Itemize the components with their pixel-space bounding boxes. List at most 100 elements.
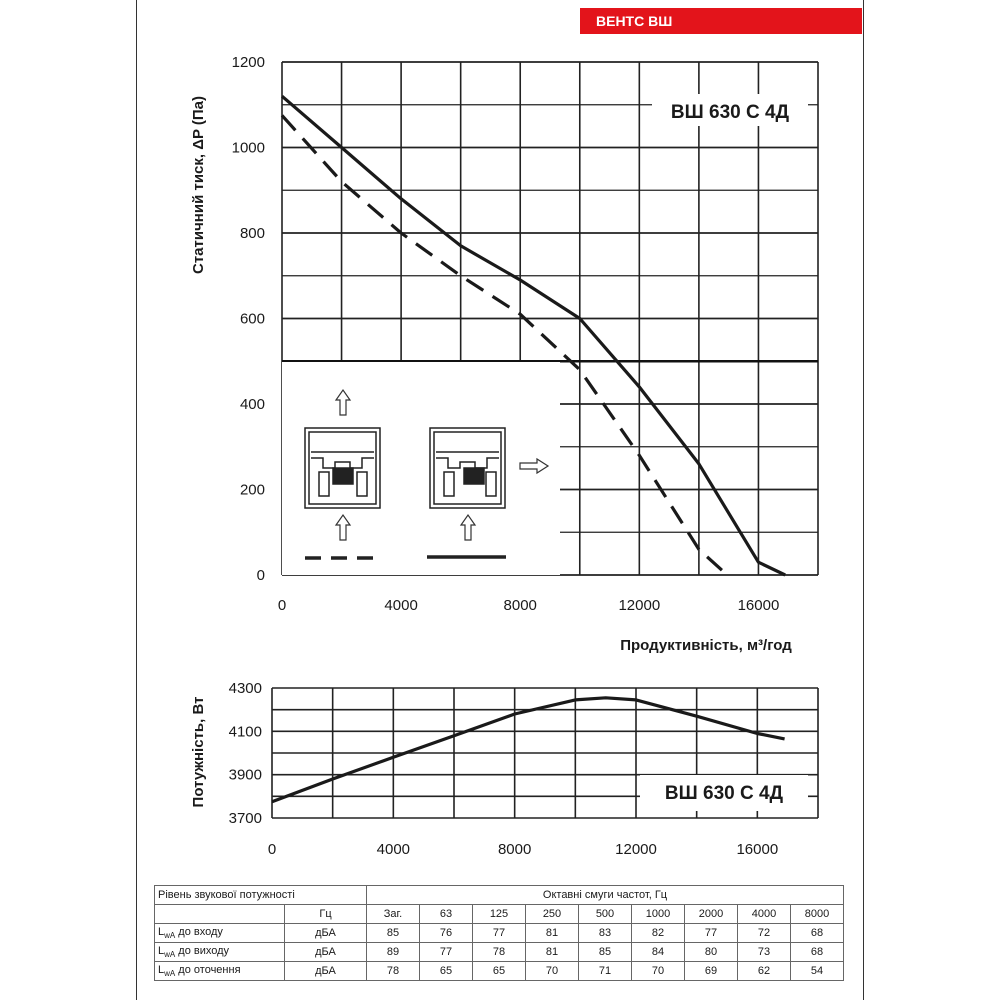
y-tick-label: 0 xyxy=(257,567,265,584)
x-tick-label: 12000 xyxy=(615,841,657,858)
x-tick-label: 4000 xyxy=(384,597,417,614)
table-row: LwA до виходу дБА 89 77 78 81 85 84 80 73 68 xyxy=(154,942,844,962)
table-cell: 54 xyxy=(790,961,844,981)
x-tick-label: 16000 xyxy=(738,597,780,614)
hz-label: Гц xyxy=(284,904,367,924)
pressure-chart: 0 4000 8000 12000 16000 0 200 400 600 800 1000 1200… xyxy=(190,54,819,654)
table-cell: 89 xyxy=(366,942,420,962)
row-label-text: до оточення xyxy=(175,963,241,976)
table-cell: 70 xyxy=(525,961,579,981)
series-line-solid xyxy=(280,94,786,577)
row-label-subscript: wA xyxy=(164,931,176,941)
fan-section-inline-icon xyxy=(304,427,381,509)
table-cell: 72 xyxy=(737,923,791,943)
table-cell: 85 xyxy=(578,942,632,962)
table-bands-row: Гц Заг. 63 125 250 500 1000 2000 4000 8000 xyxy=(154,904,844,924)
table-cell: 84 xyxy=(631,942,685,962)
y-tick-label: 600 xyxy=(240,311,265,328)
row-label-subscript: wA xyxy=(164,950,176,960)
table-cell: 85 xyxy=(366,923,420,943)
table-cell: 81 xyxy=(525,942,579,962)
brand-banner: ВЕНТС ВШ xyxy=(580,8,862,34)
y-tick-label: 200 xyxy=(240,482,265,499)
arrow-up-icon xyxy=(334,513,352,541)
power-model-label: ВШ 630 С 4Д xyxy=(665,783,784,804)
fan-section-side-outlet-icon xyxy=(429,427,506,509)
y-tick-label: 800 xyxy=(240,225,265,242)
band-header: 8000 xyxy=(790,904,844,924)
x-tick-label: 8000 xyxy=(504,597,537,614)
x-tick-label: 4000 xyxy=(377,841,410,858)
table-title: Рівень звукової потужності xyxy=(154,885,367,905)
table-cell: 80 xyxy=(684,942,738,962)
table-cell: 62 xyxy=(737,961,791,981)
power-chart: 0 4000 8000 12000 16000 3700 3900 4100 4300 ВШ 6… xyxy=(190,680,819,858)
power-grid xyxy=(271,687,819,819)
power-y-axis-label: Потужність, Вт xyxy=(190,697,207,808)
table-empty-cell xyxy=(154,904,285,924)
table-cell: 77 xyxy=(419,942,473,962)
y-tick-label: 3900 xyxy=(229,767,262,784)
x-tick-label: 12000 xyxy=(618,597,660,614)
arrow-up-icon xyxy=(459,513,477,541)
row-label: LwA до входу xyxy=(154,923,285,943)
table-cell: 71 xyxy=(578,961,632,981)
table-cell: 68 xyxy=(790,942,844,962)
band-header: 2000 xyxy=(684,904,738,924)
row-unit: дБА xyxy=(284,961,367,981)
table-cell: 81 xyxy=(525,923,579,943)
table-cell: 73 xyxy=(737,942,791,962)
arrow-right-icon xyxy=(519,457,550,475)
y-tick-label: 4300 xyxy=(229,680,262,697)
table-cell: 65 xyxy=(472,961,526,981)
row-label-text: до входу xyxy=(175,925,223,938)
model-label-box xyxy=(652,94,808,126)
table-cell: 83 xyxy=(578,923,632,943)
row-label: LwA до виходу xyxy=(154,942,285,962)
y-tick-label: 400 xyxy=(240,396,265,413)
row-label-text: до виходу xyxy=(175,944,230,957)
row-label: LwA до оточення xyxy=(154,961,285,981)
pressure-series xyxy=(280,94,786,577)
band-header: 250 xyxy=(525,904,579,924)
row-unit: дБА xyxy=(284,923,367,943)
y-tick-label: 3700 xyxy=(229,810,262,827)
y-tick-label: 1200 xyxy=(232,54,265,71)
pressure-model-label: ВШ 630 С 4Д xyxy=(671,102,790,123)
row-unit: дБА xyxy=(284,942,367,962)
legend-icons xyxy=(304,388,550,560)
pressure-x-axis-label: Продуктивність, м³/год xyxy=(620,637,792,654)
power-ticks: 0 4000 8000 12000 16000 3700 3900 4100 4300 xyxy=(229,680,779,858)
table-cell: 76 xyxy=(419,923,473,943)
table-cell: 65 xyxy=(419,961,473,981)
bands-title: Октавні смуги частот, Гц xyxy=(366,885,844,905)
x-tick-label: 8000 xyxy=(498,841,531,858)
band-header: 500 xyxy=(578,904,632,924)
pressure-y-axis-label: Статичний тиск, ΔP (Па) xyxy=(190,96,207,274)
band-header: 1000 xyxy=(631,904,685,924)
table-cell: 77 xyxy=(684,923,738,943)
band-header: 63 xyxy=(419,904,473,924)
x-tick-label: 16000 xyxy=(736,841,778,858)
table-row: LwA до входу дБА 85 76 77 81 83 82 77 72 68 xyxy=(154,923,844,943)
y-tick-label: 1000 xyxy=(232,140,265,157)
row-label-subscript: wA xyxy=(164,969,176,979)
band-header: 4000 xyxy=(737,904,791,924)
x-tick-label: 0 xyxy=(268,841,276,858)
table-header-row: Рівень звукової потужності Октавні смуги… xyxy=(154,885,844,905)
table-cell: 82 xyxy=(631,923,685,943)
table-cell: 70 xyxy=(631,961,685,981)
y-tick-label: 4100 xyxy=(229,723,262,740)
table-cell: 78 xyxy=(366,961,420,981)
datasheet-page xyxy=(136,0,864,1000)
sound-power-table: Рівень звукової потужності Октавні смуги… xyxy=(154,885,844,981)
series-line-power xyxy=(271,696,785,804)
table-cell: 68 xyxy=(790,923,844,943)
pressure-ticks: 0 4000 8000 12000 16000 0 200 400 600 800 1000 1200 xyxy=(232,54,780,614)
table-cell: 78 xyxy=(472,942,526,962)
table-cell: 69 xyxy=(684,961,738,981)
table-cell: 77 xyxy=(472,923,526,943)
power-series xyxy=(271,696,785,804)
x-tick-label: 0 xyxy=(278,597,286,614)
table-row: LwA до оточення дБА 78 65 65 70 71 70 69 62 54 xyxy=(154,961,844,981)
